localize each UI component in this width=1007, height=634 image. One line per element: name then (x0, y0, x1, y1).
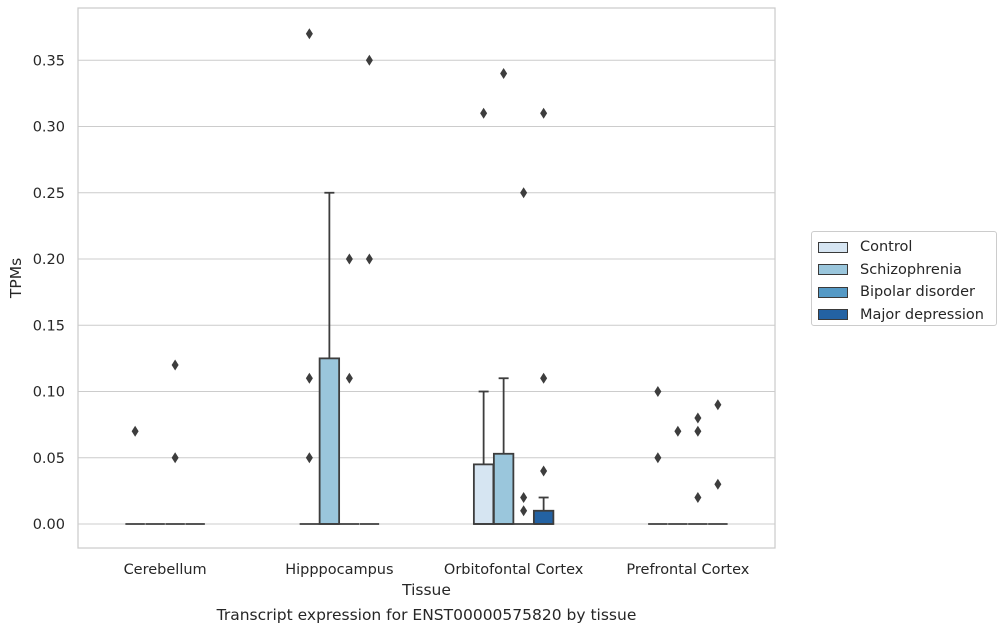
outlier-point-major-depression (365, 54, 373, 66)
outlier-point-schizophrenia (674, 425, 682, 437)
outlier-point-bipolar-disorder (171, 452, 179, 464)
legend-label: Control (860, 239, 913, 256)
legend-label: Schizophrenia (860, 261, 962, 278)
x-axis-label: Tissue (401, 581, 451, 599)
legend-swatch-control (818, 241, 848, 253)
legend-swatch-schizophrenia (818, 264, 848, 276)
box-schizophrenia (318, 357, 341, 525)
outlier-point-bipolar-disorder (694, 412, 702, 424)
y-axis-ticks: 0.00 0.05 0.10 0.15 0.20 0.25 0.30 0.35 (33, 53, 65, 533)
outlier-point-control (654, 386, 662, 397)
x-tick-label: Prefrontal Cortex (626, 562, 749, 578)
y-axis-label: TPMs (7, 258, 25, 299)
y-tick-label: 0.20 (33, 252, 65, 268)
plot-frame (77, 7, 776, 549)
plot-marks (125, 28, 728, 525)
x-tick-label: Hipppocampus (285, 562, 393, 578)
y-tick-label: 0.25 (33, 186, 65, 202)
outlier-point-control (305, 372, 313, 384)
y-tick-label: 0.10 (33, 385, 65, 401)
legend-label: Bipolar disorder (860, 284, 975, 301)
outlier-point-control (131, 425, 139, 437)
legend-item-bipolar-disorder: Bipolar disorder (812, 281, 996, 304)
outlier-point-bipolar-disorder (694, 425, 702, 437)
outlier-point-major-depression (540, 107, 548, 119)
legend-label: Major depression (860, 306, 984, 323)
box-major-depression (532, 509, 555, 525)
legend-item-control: Control (812, 236, 996, 259)
outlier-point-bipolar-disorder (694, 492, 702, 503)
x-axis-ticks: Cerebellum Hipppocampus Orbitofontal Corte… (124, 562, 750, 578)
legend-item-schizophrenia: Schizophrenia (812, 259, 996, 282)
y-tick-label: 0.30 (33, 120, 65, 136)
legend-swatch-major-depression (818, 309, 848, 321)
legend-swatch-bipolar-disorder (818, 286, 848, 298)
gridlines (78, 59, 775, 525)
outlier-point-control (305, 28, 313, 40)
x-tick-label: Orbitofontal Cortex (444, 562, 584, 578)
outlier-point-bipolar-disorder (345, 372, 353, 384)
outlier-point-bipolar-disorder (345, 253, 353, 265)
outlier-point-bipolar-disorder (171, 359, 179, 371)
outlier-point-schizophrenia (500, 68, 508, 79)
y-tick-label: 0.05 (33, 451, 65, 467)
outlier-point-bipolar-disorder (520, 505, 528, 517)
y-tick-label: 0.00 (33, 517, 65, 533)
legend: Control Schizophrenia Bipolar disorder M… (811, 231, 997, 326)
x-tick-label: Cerebellum (124, 562, 207, 578)
outlier-point-control (480, 107, 488, 119)
box-control (472, 463, 495, 525)
outlier-point-major-depression (540, 465, 548, 477)
outlier-point-major-depression (714, 399, 722, 411)
outlier-point-major-depression (365, 253, 373, 265)
y-tick-label: 0.35 (33, 53, 65, 69)
y-tick-label: 0.15 (33, 318, 65, 334)
outlier-point-control (305, 452, 313, 464)
box-schizophrenia (492, 452, 515, 525)
outlier-point-major-depression (714, 478, 722, 490)
chart-caption: Transcript expression for ENST0000057582… (216, 606, 637, 624)
outlier-point-control (654, 452, 662, 464)
legend-item-major-depression: Major depression (812, 304, 996, 327)
outlier-point-major-depression (540, 372, 548, 384)
outlier-point-bipolar-disorder (520, 187, 528, 199)
outlier-point-bipolar-disorder (520, 492, 528, 503)
